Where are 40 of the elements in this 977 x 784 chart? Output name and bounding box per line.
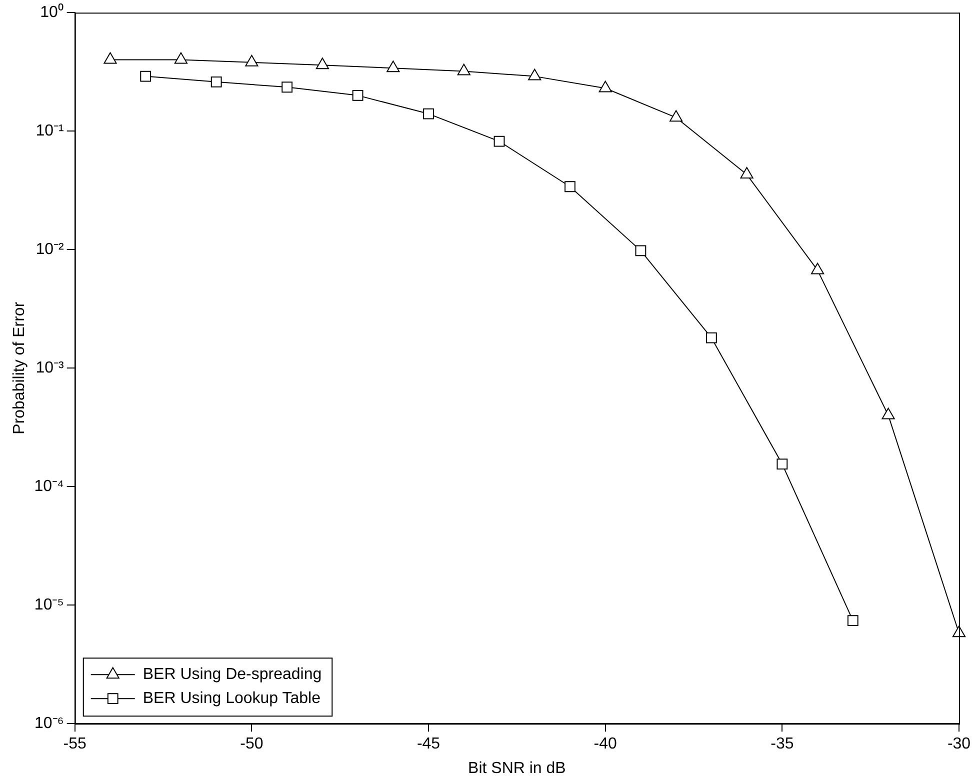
point <box>423 108 434 120</box>
point <box>776 458 788 470</box>
x-tick-label: -55 <box>63 736 87 753</box>
y-tick-label: 10⁰ <box>40 3 64 22</box>
point <box>528 68 542 80</box>
point <box>140 70 152 82</box>
y-tick-label: 10⁻⁵ <box>34 596 64 614</box>
y-tick-label: 10⁻³ <box>36 360 65 377</box>
y-tick-label: 10⁻⁴ <box>34 478 64 496</box>
y-tick-label: 10⁻⁶ <box>34 715 64 732</box>
point <box>282 82 293 93</box>
point <box>635 245 646 256</box>
y-axis-title: Probability of Error <box>11 301 28 434</box>
point <box>564 181 576 192</box>
legend-label: BER Using Lookup Table <box>142 690 321 708</box>
point <box>598 80 612 92</box>
point <box>494 136 505 147</box>
point <box>847 615 858 626</box>
x-tick-label: -30 <box>947 736 971 753</box>
point <box>210 76 222 88</box>
y-tick-label: 10⁻² <box>36 241 65 258</box>
x-tick-label: -35 <box>770 736 794 753</box>
x-tick-label: -45 <box>416 736 440 753</box>
point <box>316 58 329 70</box>
point <box>810 262 824 274</box>
point <box>706 332 717 344</box>
legend-label: BER Using De-spreading <box>142 666 322 684</box>
point <box>386 60 400 72</box>
point <box>457 64 470 76</box>
point <box>174 52 188 64</box>
point <box>245 54 258 66</box>
point <box>352 90 364 101</box>
x-tick-label: -50 <box>240 736 264 753</box>
y-tick-label: 10⁻¹ <box>36 122 64 140</box>
x-tick-label: -40 <box>594 736 618 753</box>
point <box>104 52 117 64</box>
point <box>882 408 895 420</box>
x-axis-title: Bit SNR in dB <box>468 760 566 777</box>
point <box>740 167 754 179</box>
point <box>670 110 683 122</box>
